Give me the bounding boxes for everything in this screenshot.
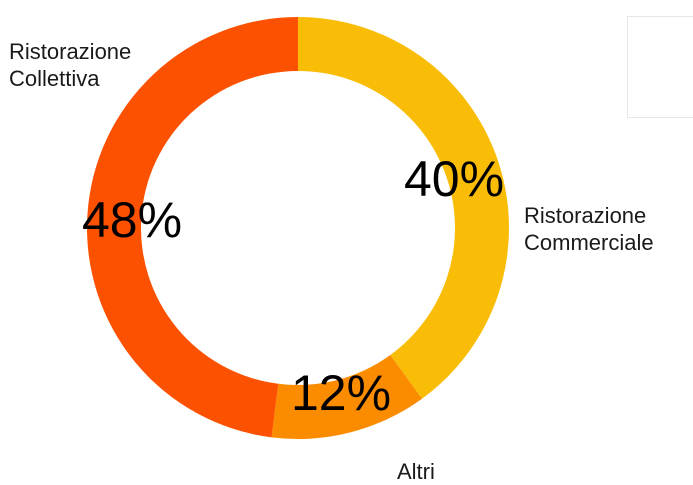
pct-label-altri: 12% xyxy=(291,365,391,421)
empty-panel xyxy=(627,16,693,118)
percentage-labels: 40% 12% 48% xyxy=(82,151,504,421)
pct-label-commerciale: 40% xyxy=(404,151,504,207)
category-label-line: Ristorazione xyxy=(9,39,132,64)
category-label-collettiva: Ristorazione Collettiva xyxy=(9,38,131,92)
donut-slices xyxy=(86,17,509,439)
category-label-line: Ristorazione xyxy=(524,203,647,228)
category-label-commerciale: Ristorazione Commerciale xyxy=(524,202,654,256)
slice-altri xyxy=(271,355,423,439)
slice-ristorazione-commerciale xyxy=(298,17,509,399)
pct-label-collettiva: 48% xyxy=(82,192,182,248)
category-label-line: Altri xyxy=(397,459,435,484)
category-label-line: Collettiva xyxy=(9,66,100,91)
slice-ristorazione-collettiva xyxy=(86,17,299,438)
category-label-altri: Altri xyxy=(397,458,435,485)
category-label-line: Commerciale xyxy=(524,230,654,255)
